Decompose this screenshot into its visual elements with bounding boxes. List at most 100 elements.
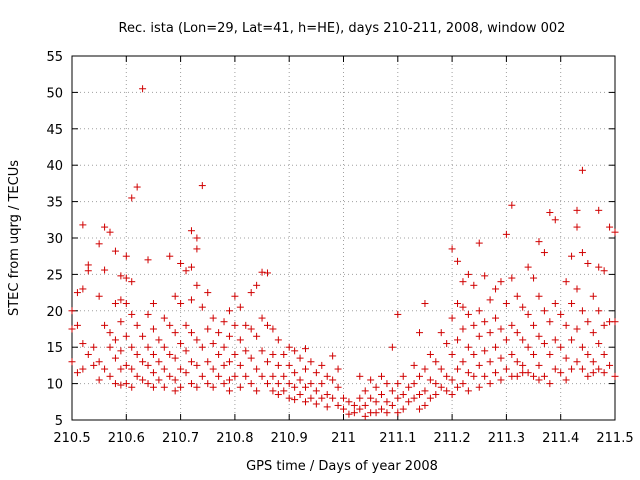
x-tick-label: 211.3 [488, 431, 525, 446]
data-point [247, 354, 255, 362]
data-point [584, 350, 592, 358]
data-point [367, 394, 375, 402]
data-point [383, 409, 391, 417]
data-point [481, 318, 489, 326]
data-point [166, 321, 174, 329]
data-point [481, 372, 489, 380]
data-point [551, 300, 559, 308]
data-point [301, 383, 309, 391]
data-point [318, 380, 326, 388]
data-point [263, 358, 271, 366]
data-point [410, 361, 418, 369]
data-point [307, 380, 315, 388]
data-point [291, 347, 299, 355]
data-point [361, 412, 369, 420]
x-tick-label: 211.1 [379, 431, 416, 446]
data-point [388, 387, 396, 395]
data-point [68, 307, 76, 315]
data-point [459, 380, 467, 388]
data-point [128, 343, 136, 351]
data-point [258, 268, 266, 276]
data-point [231, 321, 239, 329]
data-point [394, 310, 402, 318]
data-point [236, 303, 244, 311]
data-point [274, 336, 282, 344]
y-tick-label: 25 [46, 268, 63, 283]
data-point [540, 372, 548, 380]
data-point [263, 269, 271, 277]
data-point [551, 365, 559, 373]
data-point [470, 372, 478, 380]
gridlines [72, 56, 615, 420]
data-point [122, 332, 130, 340]
data-point [611, 228, 619, 236]
data-point [160, 343, 168, 351]
y-tick-label: 55 [46, 50, 63, 65]
data-point [443, 372, 451, 380]
data-point [247, 325, 255, 333]
data-point [111, 300, 119, 308]
data-point [508, 274, 516, 282]
data-point [128, 365, 136, 373]
data-point [166, 350, 174, 358]
data-point [280, 350, 288, 358]
data-point [171, 354, 179, 362]
data-point [106, 329, 114, 337]
data-point [513, 329, 521, 337]
data-point [274, 361, 282, 369]
data-point [454, 257, 462, 265]
data-point [595, 340, 603, 348]
data-point [416, 372, 424, 380]
data-point [361, 401, 369, 409]
data-point [139, 85, 147, 93]
data-point [459, 325, 467, 333]
data-point [263, 321, 271, 329]
data-point [263, 380, 271, 388]
data-point [486, 358, 494, 366]
data-point [111, 380, 119, 388]
data-point [329, 394, 337, 402]
data-point [106, 372, 114, 380]
data-point [144, 361, 152, 369]
x-axis: 210.5 210.6 210.7 210.8 210.9 211 211.1 211.2 21… [53, 56, 634, 446]
data-point [101, 321, 109, 329]
data-point [600, 267, 608, 275]
data-point [334, 365, 342, 373]
data-point [611, 372, 619, 380]
data-point [79, 340, 87, 348]
data-point [215, 350, 223, 358]
data-point [475, 307, 483, 315]
data-point [372, 398, 380, 406]
data-point [323, 372, 331, 380]
data-point [573, 206, 581, 214]
data-point [155, 376, 163, 384]
data-series [68, 85, 619, 420]
data-point [95, 292, 103, 300]
data-point [519, 303, 527, 311]
data-point [459, 278, 467, 286]
data-point [307, 394, 315, 402]
data-point [318, 361, 326, 369]
data-point [155, 358, 163, 366]
data-point [215, 372, 223, 380]
data-point [551, 216, 559, 224]
data-point [128, 278, 136, 286]
data-point [225, 387, 233, 395]
data-point [231, 292, 239, 300]
data-point [535, 361, 543, 369]
data-point [443, 387, 451, 395]
data-point [535, 238, 543, 246]
data-point [133, 321, 141, 329]
data-point [177, 340, 185, 348]
data-point [530, 372, 538, 380]
data-point [269, 372, 277, 380]
data-point [193, 336, 201, 344]
data-point [519, 336, 527, 344]
data-point [144, 380, 152, 388]
data-point [171, 329, 179, 337]
data-point [475, 383, 483, 391]
data-point [149, 369, 157, 377]
data-point [139, 332, 147, 340]
data-point [122, 380, 130, 388]
x-axis-label: GPS time / Days of year 2008 [246, 459, 438, 474]
